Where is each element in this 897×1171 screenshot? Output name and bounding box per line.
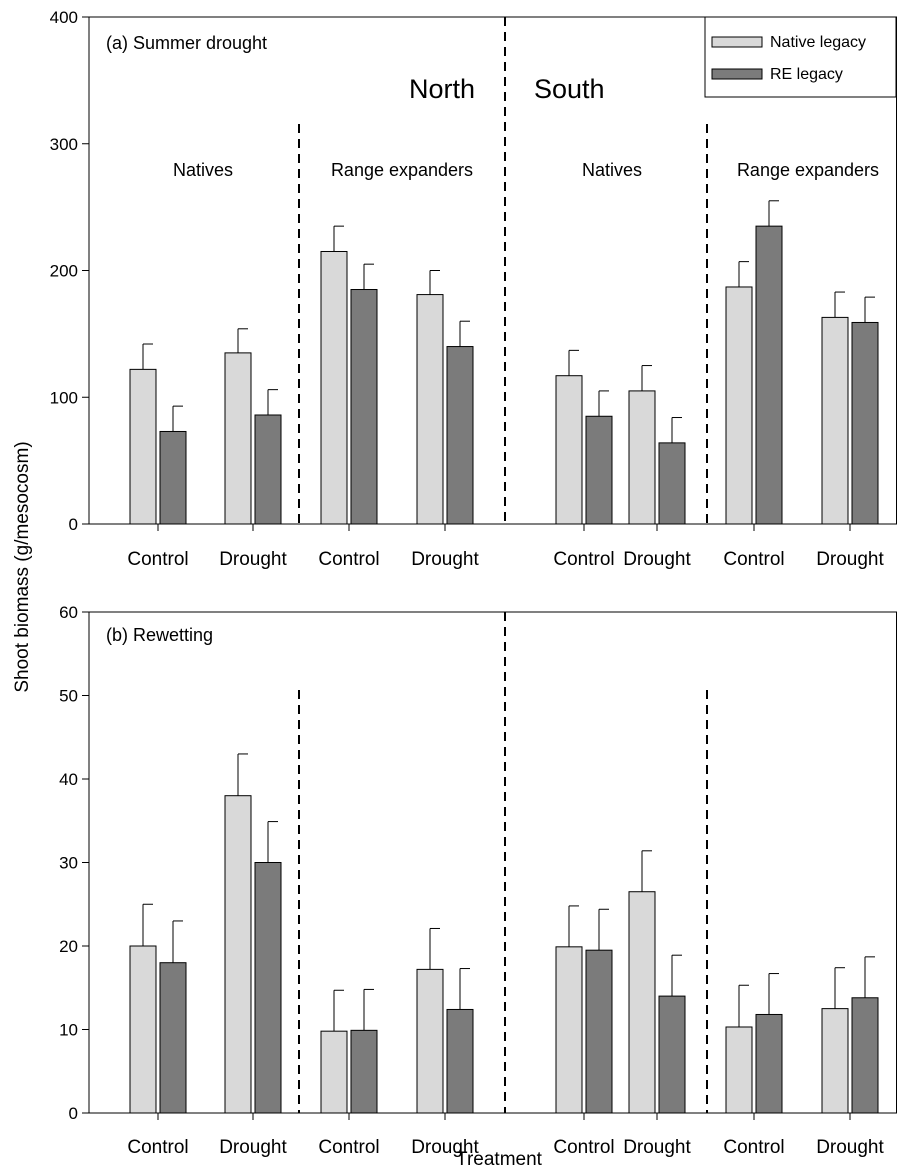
bar: [130, 946, 156, 1113]
bar: [852, 322, 878, 524]
bar: [255, 863, 281, 1114]
bar: [822, 317, 848, 524]
y-tick-label: 0: [69, 515, 78, 534]
bar: [726, 287, 752, 524]
legend-label-re-legacy: RE legacy: [770, 66, 843, 83]
group-label-south-range-expanders: Range expanders: [737, 160, 879, 180]
panel-b-title: (b) Rewetting: [106, 625, 213, 645]
bar: [756, 226, 782, 524]
x-tick-label: Drought: [219, 549, 287, 570]
bar: [225, 796, 251, 1113]
x-tick-label: Control: [553, 1137, 614, 1158]
panel-a-title: (a) Summer drought: [106, 33, 267, 53]
y-tick-label: 20: [59, 937, 78, 956]
legend-label-native-legacy: Native legacy: [770, 34, 866, 51]
x-tick-label: Drought: [623, 1137, 691, 1158]
region-label-south: South: [534, 74, 605, 104]
bar: [556, 947, 582, 1113]
bar: [822, 1009, 848, 1113]
region-label-north: North: [409, 74, 475, 104]
x-tick-label: Drought: [411, 549, 479, 570]
group-label-north-natives: Natives: [173, 160, 233, 180]
bar: [351, 1030, 377, 1113]
group-label-south-natives: Natives: [582, 160, 642, 180]
panel-summer-drought: 0 100 200 300 400 Control Drought Control Drough…: [50, 8, 897, 570]
x-tick-label: Control: [553, 549, 614, 570]
bar: [130, 369, 156, 524]
bar: [629, 892, 655, 1113]
x-tick-label: Drought: [623, 549, 691, 570]
bar: [225, 353, 251, 524]
bar: [255, 415, 281, 524]
bar: [321, 251, 347, 524]
group-label-north-range-expanders: Range expanders: [331, 160, 473, 180]
y-tick-label: 10: [59, 1021, 78, 1040]
x-tick-label: Control: [127, 1137, 188, 1158]
bar: [417, 295, 443, 524]
y-tick-label: 30: [59, 854, 78, 873]
y-tick-label: 400: [50, 8, 78, 27]
y-tick-label: 300: [50, 135, 78, 154]
bar: [629, 391, 655, 524]
bar: [160, 963, 186, 1113]
bar: [447, 347, 473, 524]
y-tick-label: 0: [69, 1104, 78, 1123]
legend-swatch-re-legacy: [712, 69, 762, 79]
bar: [726, 1027, 752, 1113]
x-tick-label: Drought: [816, 1137, 884, 1158]
bar: [659, 443, 685, 524]
legend-swatch-native-legacy: [712, 37, 762, 47]
legend-box: [705, 17, 896, 97]
y-tick-label: 50: [59, 687, 78, 706]
bar: [160, 431, 186, 524]
y-tick-label: 200: [50, 262, 78, 281]
bar: [556, 376, 582, 524]
y-tick-label: 60: [59, 603, 78, 622]
bar: [417, 969, 443, 1113]
bar: [351, 290, 377, 524]
bar: [659, 996, 685, 1113]
bar: [321, 1031, 347, 1113]
x-tick-label: Control: [318, 1137, 379, 1158]
panel-rewetting: 0 10 20 30 40 50 60 Control Drought Control Drough…: [59, 603, 897, 1158]
y-axis-title: Shoot biomass (g/mesocosm): [12, 441, 33, 692]
bar: [586, 950, 612, 1113]
bar: [756, 1014, 782, 1113]
y-tick-label: 100: [50, 388, 78, 407]
bar: [852, 998, 878, 1113]
x-tick-label: Control: [723, 1137, 784, 1158]
x-tick-label: Control: [127, 549, 188, 570]
bar: [447, 1009, 473, 1113]
bar: [586, 416, 612, 524]
x-tick-label: Drought: [816, 549, 884, 570]
x-tick-label: Control: [318, 549, 379, 570]
x-tick-label: Drought: [219, 1137, 287, 1158]
x-tick-label: Drought: [411, 1137, 479, 1158]
x-tick-label: Control: [723, 549, 784, 570]
legend: Native legacy RE legacy: [705, 17, 896, 97]
y-tick-label: 40: [59, 770, 78, 789]
